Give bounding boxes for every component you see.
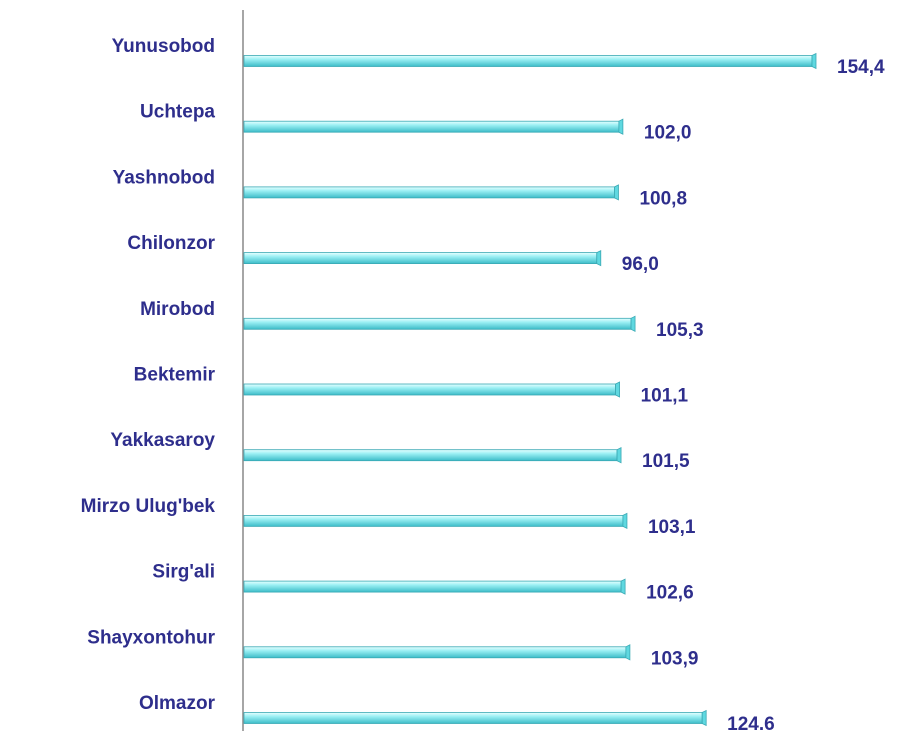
bar-end xyxy=(615,381,620,398)
category-label: Olmazor xyxy=(139,693,216,714)
bar-end xyxy=(616,447,622,464)
bar xyxy=(243,317,632,330)
category-label: Shayxontohur xyxy=(87,627,215,648)
bar-end xyxy=(701,709,707,727)
bar xyxy=(243,383,616,396)
value-label: 103,1 xyxy=(648,517,696,538)
category-label: Sirg'ali xyxy=(152,562,215,583)
category-label: Yashnobod xyxy=(113,167,215,188)
category-label: Chilonzor xyxy=(127,233,215,254)
bar xyxy=(243,449,618,462)
bar xyxy=(243,712,703,724)
value-label: 101,5 xyxy=(642,451,690,472)
category-label: Bektemir xyxy=(134,365,216,386)
bar-end xyxy=(811,52,817,70)
bar xyxy=(243,120,620,133)
bar xyxy=(243,580,622,593)
bar-end xyxy=(625,644,631,661)
category-label: Mirobod xyxy=(140,299,215,320)
bar xyxy=(243,646,627,659)
bar-end xyxy=(620,578,626,595)
category-label: Uchtepa xyxy=(140,102,215,123)
value-label: 154,4 xyxy=(837,57,885,78)
bar-end xyxy=(596,249,602,267)
value-label: 105,3 xyxy=(656,320,704,341)
bar xyxy=(243,186,615,199)
bar xyxy=(243,252,598,265)
value-label: 124.6 xyxy=(727,714,775,731)
value-label: 102,6 xyxy=(646,583,694,604)
bar-end xyxy=(630,315,636,332)
bar xyxy=(243,55,813,67)
value-label: 100,8 xyxy=(639,188,687,209)
bar-end xyxy=(622,512,628,530)
category-label: Yunusobod xyxy=(112,36,215,57)
category-label: Mirzo Ulug'bek xyxy=(81,496,216,517)
category-label: Yakkasaroy xyxy=(110,430,215,451)
value-label: 103,9 xyxy=(651,648,699,669)
bar-end xyxy=(618,118,624,135)
value-label: 96,0 xyxy=(622,254,659,275)
bar-end xyxy=(614,184,619,201)
value-label: 101,1 xyxy=(641,386,689,407)
value-label: 102,0 xyxy=(644,123,692,144)
bar xyxy=(243,515,624,527)
